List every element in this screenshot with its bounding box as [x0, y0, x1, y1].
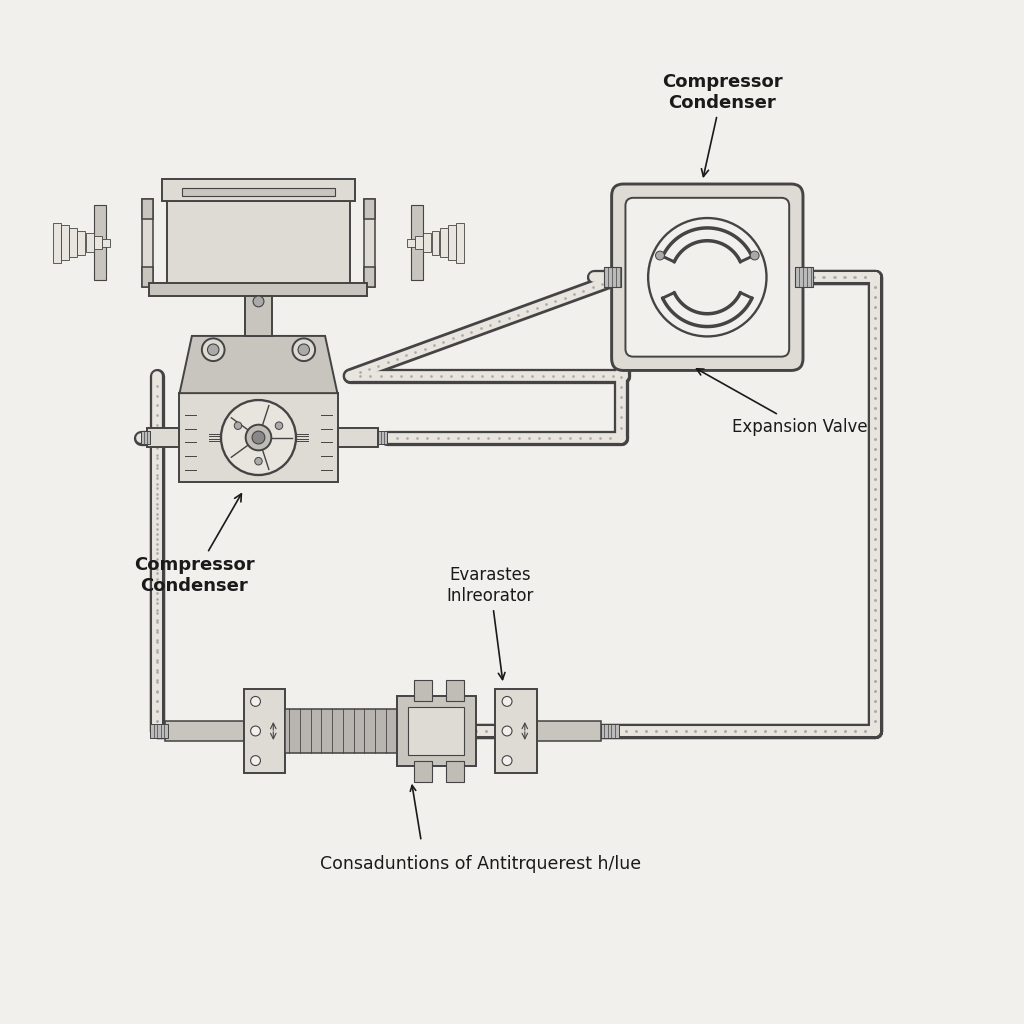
Bar	[423, 233, 431, 252]
Circle shape	[648, 218, 767, 337]
Bar	[364, 199, 376, 287]
Circle shape	[502, 696, 512, 707]
Bar	[244, 689, 285, 773]
Bar	[163, 179, 354, 201]
Bar	[165, 721, 244, 740]
Bar	[409, 708, 464, 755]
Circle shape	[202, 338, 224, 361]
Circle shape	[234, 422, 242, 429]
FancyBboxPatch shape	[626, 198, 790, 356]
Bar	[364, 199, 376, 218]
Bar	[78, 230, 85, 255]
Circle shape	[751, 251, 759, 260]
Bar	[61, 225, 69, 260]
Bar	[496, 689, 537, 773]
Bar	[147, 428, 178, 447]
Bar	[431, 230, 439, 255]
Bar	[445, 761, 464, 782]
Bar	[141, 199, 154, 218]
Circle shape	[221, 400, 296, 475]
Bar	[415, 237, 423, 249]
Circle shape	[502, 756, 512, 766]
Bar	[94, 237, 101, 249]
Bar	[141, 267, 154, 287]
Circle shape	[251, 696, 260, 707]
Bar	[245, 297, 272, 336]
Bar	[102, 239, 110, 247]
Bar	[150, 283, 368, 297]
Bar	[364, 267, 376, 287]
Circle shape	[502, 726, 512, 736]
Bar	[440, 228, 447, 257]
Bar	[86, 233, 93, 252]
Text: Consaduntions of Antitrquerest h/lue: Consaduntions of Antitrquerest h/lue	[319, 855, 641, 873]
Circle shape	[208, 344, 219, 355]
Bar	[415, 680, 432, 701]
Polygon shape	[179, 336, 337, 393]
Bar	[396, 696, 475, 766]
Text: Evarastes
Inlreorator: Evarastes Inlreorator	[446, 566, 534, 680]
Bar	[415, 761, 432, 782]
Circle shape	[251, 756, 260, 766]
Text: Compressor
Condenser: Compressor Condenser	[134, 494, 255, 595]
Bar	[141, 199, 154, 287]
Bar	[94, 205, 106, 281]
Bar	[167, 201, 350, 285]
Text: Compressor
Condenser: Compressor Condenser	[662, 73, 782, 176]
Circle shape	[298, 344, 309, 355]
Circle shape	[252, 431, 265, 444]
Circle shape	[251, 726, 260, 736]
Circle shape	[275, 422, 283, 429]
Circle shape	[293, 338, 315, 361]
Circle shape	[655, 251, 665, 260]
Circle shape	[255, 458, 262, 465]
Bar	[182, 188, 335, 196]
Bar	[445, 680, 464, 701]
Circle shape	[253, 296, 264, 307]
Bar	[795, 267, 813, 287]
Bar	[141, 431, 150, 444]
Bar	[407, 239, 415, 247]
Bar	[285, 710, 396, 753]
Bar	[378, 431, 387, 444]
Bar	[604, 267, 622, 287]
Bar	[449, 225, 456, 260]
Bar	[178, 393, 338, 482]
FancyBboxPatch shape	[611, 184, 803, 371]
Bar	[53, 223, 60, 263]
Bar	[457, 223, 464, 263]
Text: Expansion Valve: Expansion Valve	[696, 369, 867, 436]
Bar	[150, 724, 168, 738]
Bar	[70, 228, 77, 257]
Circle shape	[246, 425, 271, 451]
Bar	[537, 721, 601, 740]
Bar	[338, 428, 378, 447]
Bar	[601, 724, 618, 738]
Bar	[411, 205, 423, 281]
